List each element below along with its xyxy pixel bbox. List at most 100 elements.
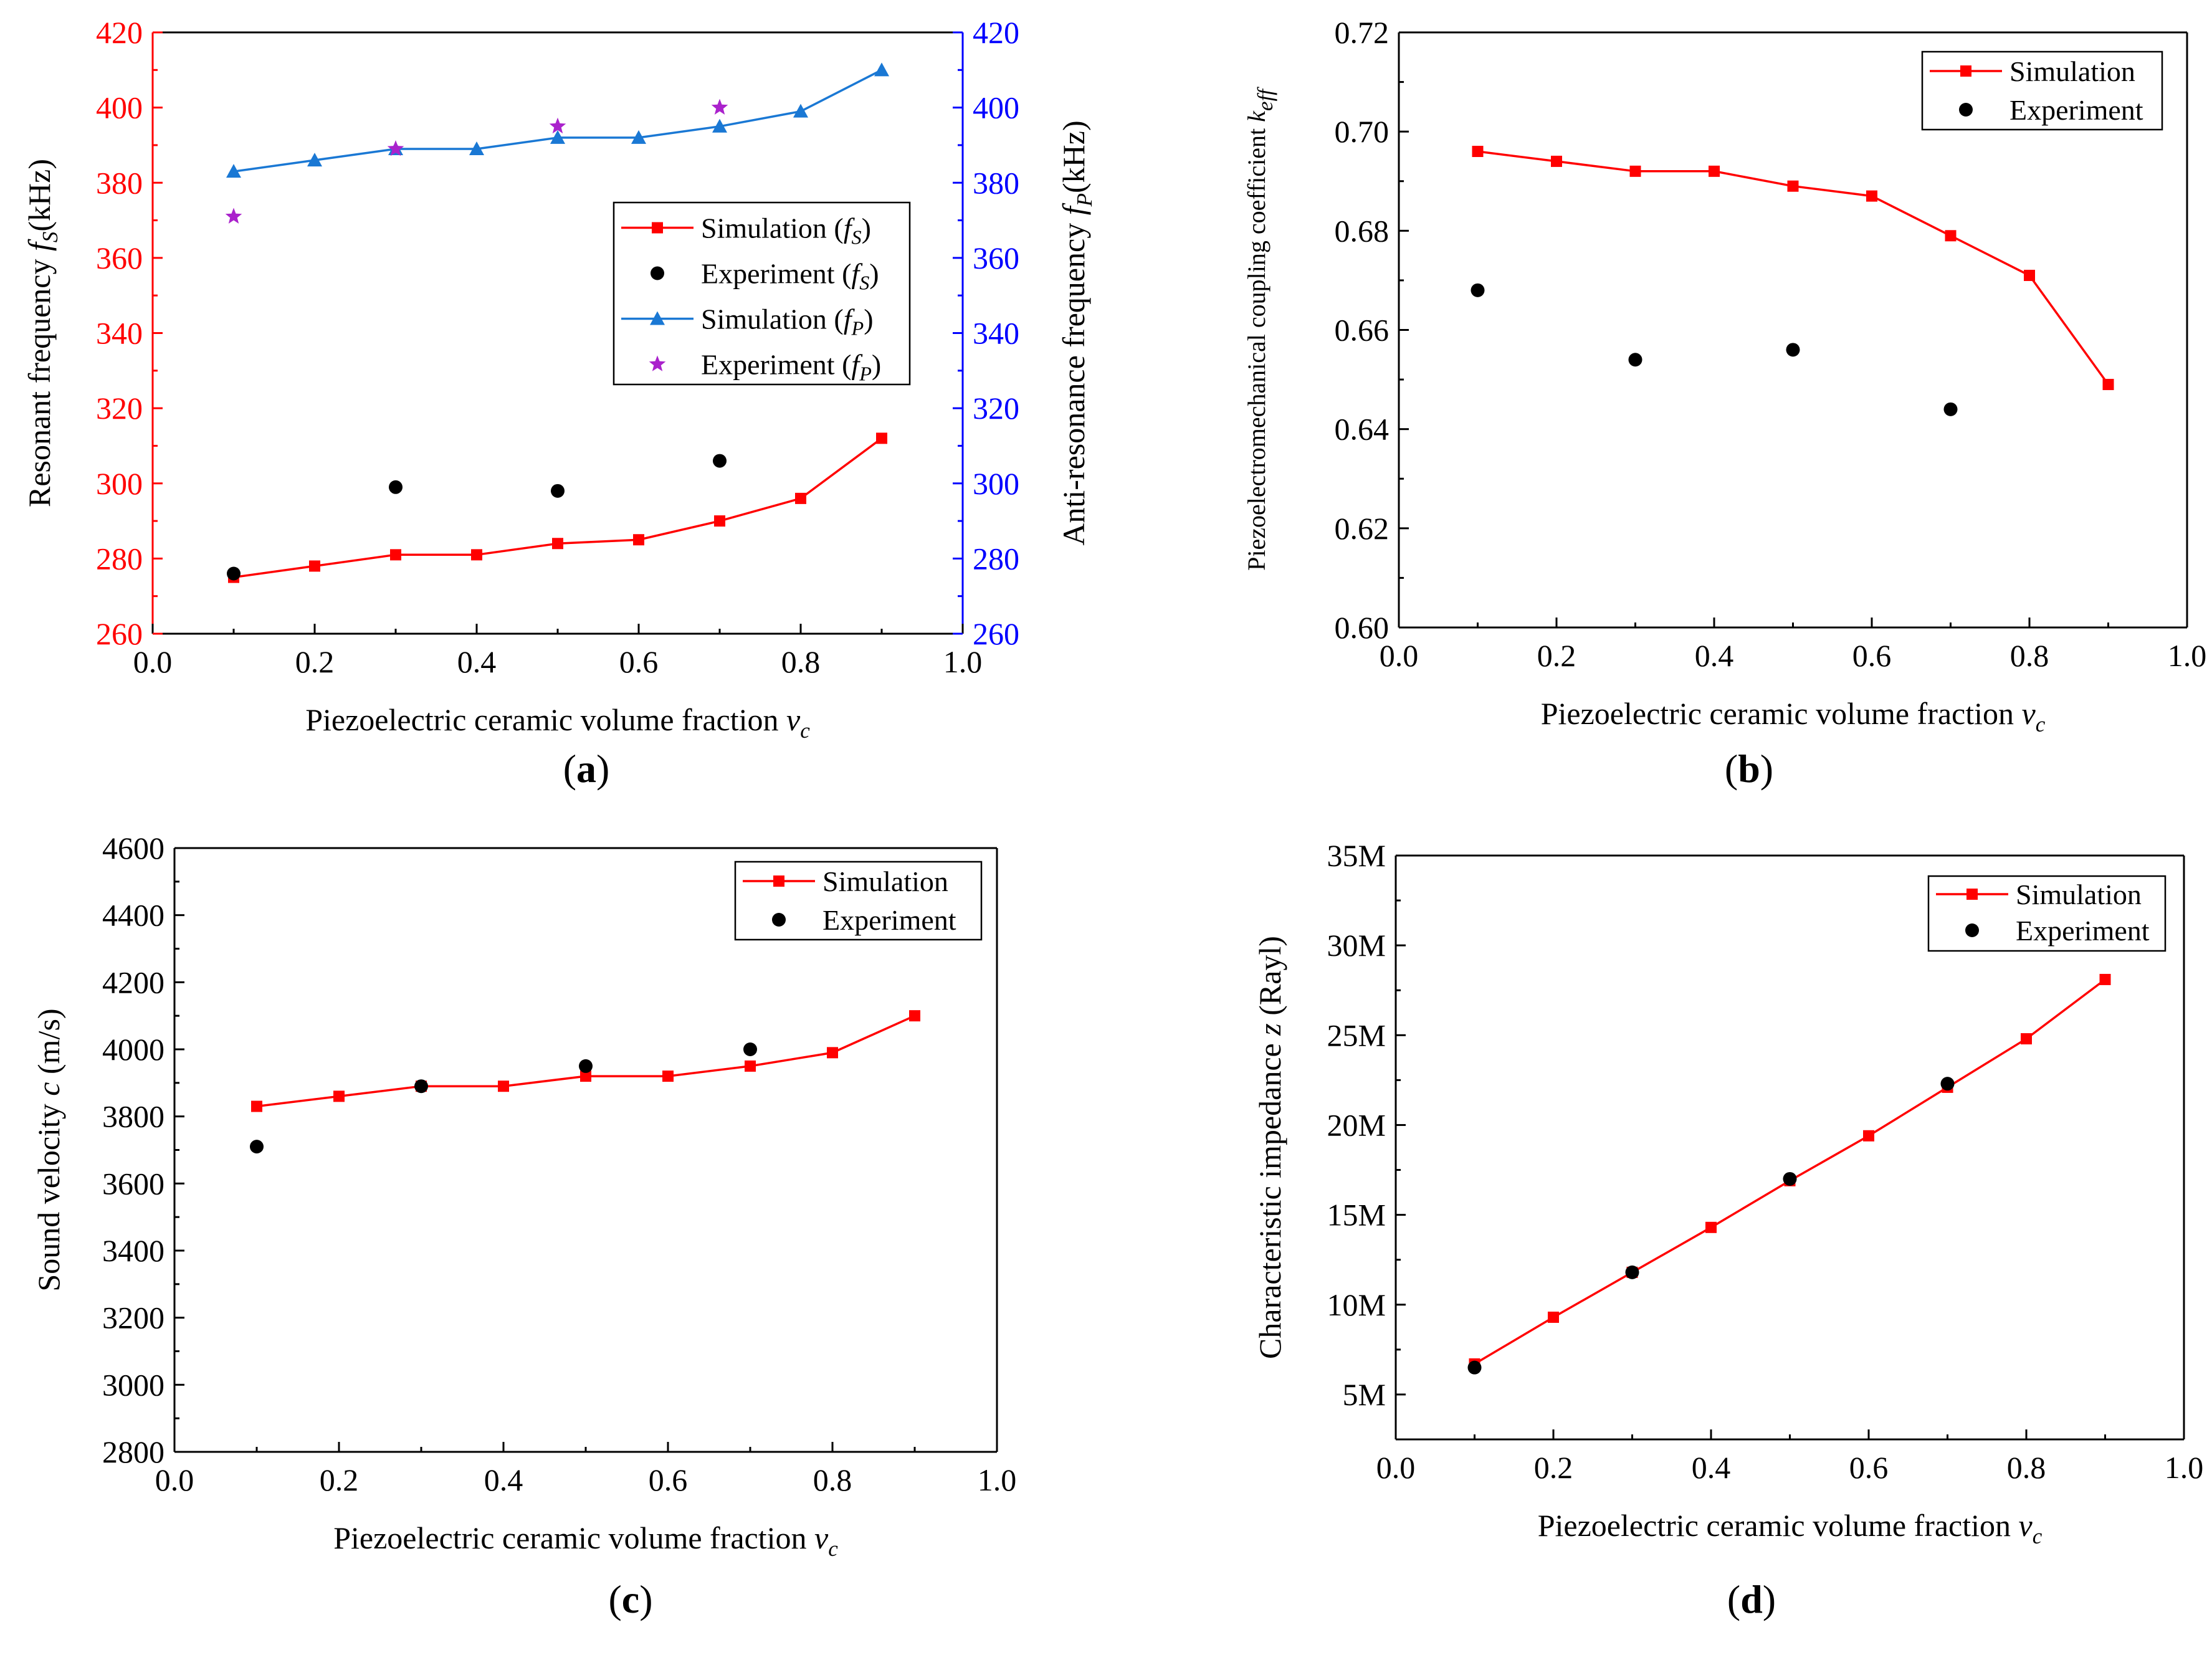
data-point [309, 560, 320, 572]
x-tick-label: 0.8 [813, 1462, 852, 1497]
chart-panel-2: 0.0 0.2 0.4 0.6 0.8 1.0 2800 3000 3200 3400 3600 38… [31, 831, 1016, 1621]
y-tick-label: 20M [1327, 1107, 1386, 1142]
data-point [250, 1140, 264, 1154]
x-tick-label: 0.2 [295, 644, 335, 679]
y2-tick-label: 400 [973, 90, 1019, 125]
y-tick-label: 3800 [102, 1099, 164, 1134]
y-axis-label: Characteristic impedance z (Rayl) [1252, 936, 1287, 1359]
data-point [1628, 353, 1642, 367]
y-tick-label: 10M [1327, 1287, 1386, 1322]
data-point [307, 153, 322, 167]
legend-marker [773, 875, 784, 887]
data-point [414, 1079, 428, 1094]
data-point [1705, 1221, 1717, 1233]
x-tick-label: 0.8 [2007, 1450, 2046, 1485]
data-point [745, 1060, 756, 1072]
data-point [2102, 379, 2114, 391]
data-point [1548, 1311, 1559, 1323]
y2-tick-label: 320 [973, 391, 1019, 426]
legend-label: Experiment [2009, 94, 2143, 126]
legend-label: Simulation [822, 866, 948, 897]
data-point [552, 538, 563, 550]
data-point [793, 103, 808, 118]
y2-tick-label: 420 [973, 15, 1019, 50]
data-point [876, 432, 887, 444]
y-tick-label: 300 [96, 466, 143, 501]
x-tick-label: 0.0 [1376, 1450, 1416, 1485]
data-point [1787, 180, 1799, 192]
y-tick-label: 420 [96, 15, 143, 50]
legend-marker [1959, 103, 1973, 117]
x-tick-label: 1.0 [2168, 638, 2207, 673]
data-point [743, 1042, 757, 1056]
legend-marker [1965, 923, 1979, 937]
data-point [227, 566, 241, 581]
data-point [662, 1071, 674, 1082]
y-tick-label: 400 [96, 90, 143, 125]
x-tick-label: 0.0 [1380, 638, 1419, 673]
x-tick-label: 0.8 [2010, 638, 2049, 673]
data-point [1783, 1171, 1797, 1186]
y-tick-label: 4200 [102, 965, 164, 999]
y2-axis-label: Anti-resonance frequency fP(kHz) [1056, 120, 1097, 545]
y-tick-label: 340 [96, 316, 143, 351]
data-point [2021, 1033, 2032, 1045]
x-axis-label: Piezoelectric ceramic volume fraction vc [1538, 1508, 2043, 1548]
legend-label: Experiment (fP) [701, 349, 881, 385]
data-point [1866, 190, 1877, 202]
y-tick-label: 260 [96, 616, 143, 651]
data-point [795, 492, 806, 504]
y-axis-label: Resonant frequency fS(kHz) [22, 159, 62, 507]
y-tick-label: 360 [96, 241, 143, 275]
data-point [225, 207, 242, 224]
y-axis-label: Sound velocity c (m/s) [31, 1008, 66, 1291]
x-tick-label: 0.4 [1692, 1450, 1731, 1485]
chart-panel-1: 0.0 0.2 0.4 0.6 0.8 1.0 0.60 0.62 0.64 0.66 0.68 0.… [1242, 15, 2206, 791]
y-tick-label: 0.60 [1335, 610, 1390, 645]
panel-caption: (d) [1727, 1577, 1776, 1621]
y-tick-label: 3400 [102, 1233, 164, 1268]
data-point [874, 62, 889, 77]
data-point [387, 140, 404, 156]
data-point [551, 484, 565, 498]
data-point [714, 515, 725, 527]
x-tick-label: 0.8 [781, 644, 821, 679]
data-point [711, 98, 728, 115]
y2-tick-label: 360 [973, 241, 1019, 275]
x-tick-label: 0.6 [1849, 1450, 1889, 1485]
y-tick-label: 3000 [102, 1367, 164, 1402]
legend-label: Simulation [2016, 879, 2142, 910]
data-point [1471, 283, 1485, 297]
y-tick-label: 4600 [102, 831, 164, 866]
x-axis-label: Piezoelectric ceramic volume fraction vc [305, 702, 810, 743]
data-point [580, 1071, 591, 1082]
y2-tick-label: 280 [973, 541, 1019, 576]
x-axis-label: Piezoelectric ceramic volume fraction vc [1541, 696, 2046, 737]
data-point [1625, 1265, 1639, 1279]
y-tick-label: 3600 [102, 1166, 164, 1201]
legend-label: Experiment (fS) [701, 258, 879, 294]
legend-marker [650, 311, 665, 325]
x-tick-label: 0.4 [457, 644, 497, 679]
data-point [333, 1090, 345, 1102]
y-tick-label: 35M [1327, 838, 1386, 873]
x-tick-label: 0.6 [649, 1462, 688, 1497]
data-point [471, 549, 482, 561]
y-tick-label: 3200 [102, 1300, 164, 1335]
x-tick-label: 1.0 [978, 1462, 1017, 1497]
x-tick-label: 0.4 [1695, 638, 1734, 673]
x-tick-label: 0.6 [1852, 638, 1892, 673]
data-point [633, 534, 644, 546]
panel-caption: (b) [1725, 746, 1773, 791]
y-tick-label: 4000 [102, 1032, 164, 1067]
x-tick-label: 0.6 [619, 644, 659, 679]
y-tick-label: 280 [96, 541, 143, 576]
data-point [1940, 1077, 1955, 1091]
y-tick-label: 5M [1343, 1377, 1386, 1412]
data-point [631, 130, 646, 144]
data-point [712, 118, 727, 133]
chart-panel-3: 0.0 0.2 0.4 0.6 0.8 1.0 5M 10M 15M 20M 25M 30M 35M Pi… [1252, 838, 2203, 1621]
legend-marker [651, 266, 664, 280]
data-point [1629, 165, 1641, 177]
legend-box [734, 861, 983, 941]
